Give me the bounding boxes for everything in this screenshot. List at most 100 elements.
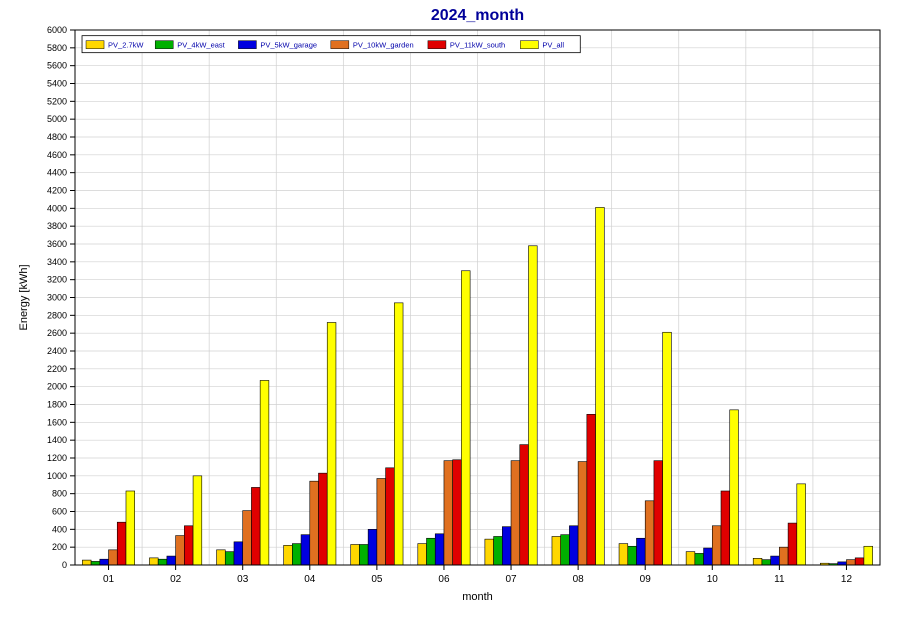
- bar: [418, 544, 427, 565]
- legend-swatch: [155, 41, 173, 49]
- bar: [663, 332, 672, 565]
- svg-text:2400: 2400: [47, 346, 67, 356]
- bar: [596, 207, 605, 565]
- bar: [100, 559, 109, 565]
- x-tick-label: 05: [371, 574, 383, 585]
- svg-text:4200: 4200: [47, 186, 67, 196]
- bar: [494, 536, 503, 565]
- x-tick-label: 10: [707, 574, 719, 585]
- bar: [855, 558, 864, 565]
- bar: [846, 560, 855, 565]
- svg-text:1600: 1600: [47, 417, 67, 427]
- bar: [351, 544, 360, 565]
- bar: [864, 546, 873, 565]
- bar: [310, 481, 319, 565]
- svg-text:3200: 3200: [47, 275, 67, 285]
- bar: [654, 461, 663, 565]
- svg-text:3400: 3400: [47, 257, 67, 267]
- svg-text:600: 600: [52, 507, 67, 517]
- svg-text:5800: 5800: [47, 43, 67, 53]
- bar: [628, 546, 637, 565]
- bar: [225, 552, 234, 565]
- bar: [327, 322, 336, 565]
- svg-text:0: 0: [62, 560, 67, 570]
- bar: [386, 468, 395, 565]
- svg-text:4600: 4600: [47, 150, 67, 160]
- legend-swatch: [331, 41, 349, 49]
- bar: [762, 560, 771, 565]
- bar: [91, 561, 100, 565]
- energy-bar-chart: 0200400600800100012001400160018002000220…: [0, 0, 900, 618]
- legend-swatch: [428, 41, 446, 49]
- bar: [797, 484, 806, 565]
- bar: [561, 535, 570, 565]
- bar: [193, 476, 202, 565]
- svg-text:4400: 4400: [47, 168, 67, 178]
- bar: [569, 526, 578, 565]
- bar: [712, 526, 721, 565]
- bar: [284, 545, 293, 565]
- bar: [292, 544, 301, 565]
- svg-text:1400: 1400: [47, 435, 67, 445]
- bar: [779, 547, 788, 565]
- bar: [301, 535, 310, 565]
- x-tick-label: 02: [170, 574, 182, 585]
- svg-text:200: 200: [52, 542, 67, 552]
- legend-label: PV_2.7kW: [108, 41, 144, 50]
- bar: [158, 559, 167, 565]
- bar: [394, 303, 403, 565]
- bar: [704, 548, 713, 565]
- x-tick-label: 09: [640, 574, 652, 585]
- svg-text:2600: 2600: [47, 328, 67, 338]
- x-tick-label: 08: [573, 574, 585, 585]
- bar: [217, 550, 226, 565]
- bar: [502, 527, 511, 565]
- bar: [319, 473, 328, 565]
- legend-swatch: [238, 41, 256, 49]
- x-tick-label: 07: [505, 574, 517, 585]
- bar: [184, 526, 193, 565]
- bar: [117, 522, 126, 565]
- bar: [453, 460, 462, 565]
- bar: [511, 461, 520, 565]
- svg-text:1800: 1800: [47, 400, 67, 410]
- x-tick-label: 01: [103, 574, 115, 585]
- x-tick-label: 03: [237, 574, 249, 585]
- bar: [444, 461, 453, 565]
- bar: [520, 445, 529, 565]
- x-axis-label: month: [462, 591, 493, 603]
- bar: [243, 511, 252, 565]
- legend-label: PV_all: [542, 41, 564, 50]
- bar: [359, 544, 368, 565]
- bar: [771, 556, 780, 565]
- bar: [552, 536, 561, 565]
- legend-label: PV_5kW_garage: [260, 41, 317, 50]
- svg-text:3800: 3800: [47, 221, 67, 231]
- svg-text:800: 800: [52, 489, 67, 499]
- legend-swatch: [86, 41, 104, 49]
- svg-text:5000: 5000: [47, 114, 67, 124]
- svg-text:3600: 3600: [47, 239, 67, 249]
- bar: [149, 558, 158, 565]
- chart-title: 2024_month: [431, 7, 524, 24]
- bar: [82, 560, 91, 565]
- bar: [167, 556, 176, 565]
- bar: [427, 538, 436, 565]
- svg-text:6000: 6000: [47, 25, 67, 35]
- svg-text:2200: 2200: [47, 364, 67, 374]
- bar: [645, 501, 654, 565]
- bar: [528, 246, 537, 565]
- bar: [721, 491, 730, 565]
- bar: [176, 536, 185, 565]
- bar: [686, 552, 695, 565]
- y-axis-label: Energy [kWh]: [18, 264, 30, 330]
- bar: [251, 487, 260, 565]
- bar: [636, 538, 645, 565]
- svg-text:4000: 4000: [47, 203, 67, 213]
- bar: [695, 553, 704, 565]
- bar: [435, 534, 444, 565]
- bar: [234, 542, 243, 565]
- bar: [753, 558, 762, 565]
- bar: [485, 539, 494, 565]
- bar: [619, 544, 628, 565]
